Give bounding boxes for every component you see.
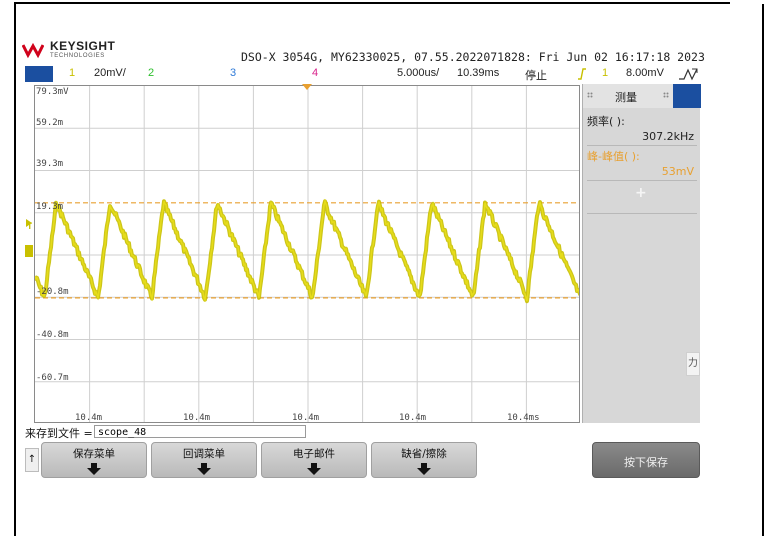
measurement-tab[interactable] — [673, 84, 701, 108]
arrow-down-icon — [197, 463, 211, 475]
freq-label: 频率( ): — [587, 115, 625, 128]
softkey-bar: ↑ 保存菜单 回调菜单 电子邮件 缺省/擦除 按下保存 — [25, 440, 701, 480]
arrow-down-icon — [87, 463, 101, 475]
arrow-down-icon — [417, 463, 431, 475]
keysight-wave-icon — [22, 42, 44, 58]
pp-label: 峰-峰值( ): — [587, 150, 640, 163]
waveform-graticule[interactable] — [34, 85, 580, 423]
ch1-scale[interactable]: 20mV/ — [94, 67, 126, 79]
x-tick-label: 10.4m — [75, 413, 103, 423]
keysight-logo: KEYSIGHT TECHNOLOGIES — [22, 40, 115, 59]
trigger-edge-icon[interactable] — [577, 68, 587, 80]
trigger-position-marker-icon[interactable] — [302, 84, 312, 90]
trigger-level[interactable]: 8.00mV — [626, 67, 664, 79]
trigger-level-marker-icon[interactable] — [26, 219, 32, 227]
save-filename-field[interactable]: scope_48 — [94, 425, 306, 438]
measurement-divider — [587, 213, 697, 214]
frame-edge — [762, 2, 764, 536]
brand-sub: TECHNOLOGIES — [50, 53, 105, 59]
frame-gap — [730, 2, 764, 4]
press-to-save-label: 按下保存 — [624, 456, 668, 469]
instrument-info: DSO-X 3054G, MY62330025, 07.55.202207182… — [241, 50, 705, 64]
acq-status: 停止 — [525, 70, 547, 82]
x-tick-label: 10.4m — [292, 413, 320, 423]
softkey-save-menu[interactable]: 保存菜单 — [41, 442, 147, 478]
y-tick-label: -60.7m — [36, 373, 69, 383]
press-to-save-button[interactable]: 按下保存 — [592, 442, 700, 478]
y-tick-label: -40.8m — [36, 330, 69, 340]
x-tick-label: 10.4m — [183, 413, 211, 423]
measurement-divider — [587, 180, 697, 181]
measurement-panel: 测量 频率( ): 307.2kHz 峰-峰值( ): 53mV + — [582, 84, 701, 423]
trigger-source[interactable]: 1 — [602, 67, 609, 79]
y-tick-label: -20.8m — [36, 287, 69, 297]
run-status-badge[interactable] — [25, 66, 53, 82]
ch4-number[interactable]: 4 — [312, 67, 319, 79]
softkey-label: 回调菜单 — [183, 448, 225, 460]
measurement-divider — [587, 145, 697, 146]
grip-icon[interactable] — [587, 92, 593, 98]
softkey-email[interactable]: 电子邮件 — [261, 442, 367, 478]
y-tick-label: 19.3m — [36, 202, 64, 212]
trigger-mode-icon[interactable] — [678, 67, 698, 81]
pp-value: 53mV — [661, 165, 694, 178]
arrow-down-icon — [307, 463, 321, 475]
measurement-header: 测量 — [583, 84, 701, 108]
ch1-number[interactable]: 1 — [69, 67, 76, 79]
screenshot-frame — [14, 2, 764, 536]
delay[interactable]: 10.39ms — [457, 67, 500, 79]
waveform-plot — [35, 86, 579, 422]
timebase[interactable]: 5.000us/ — [397, 67, 440, 79]
ch1-ground-marker[interactable] — [25, 245, 33, 257]
y-tick-label: 79.3mV — [36, 87, 69, 97]
ch3-number[interactable]: 3 — [230, 67, 237, 79]
measurement-title: 测量 — [615, 91, 637, 104]
x-tick-label: 10.4ms — [507, 413, 540, 423]
freq-value: 307.2kHz — [642, 130, 694, 143]
softkey-default-erase[interactable]: 缺省/擦除 — [371, 442, 477, 478]
ch1-waveform-core — [35, 198, 579, 302]
softkey-label: 保存菜单 — [73, 448, 115, 460]
save-path-label: 来存到文件 = — [25, 427, 93, 440]
panel-edge-tab[interactable]: 力 — [686, 352, 700, 376]
grip-icon[interactable] — [663, 92, 669, 98]
softkey-label: 缺省/擦除 — [401, 448, 447, 460]
softkey-recall-menu[interactable]: 回调菜单 — [151, 442, 257, 478]
softkey-label: 电子邮件 — [293, 448, 335, 460]
ch2-number[interactable]: 2 — [148, 67, 155, 79]
y-tick-label: 39.3m — [36, 159, 64, 169]
back-button[interactable]: ↑ — [25, 448, 39, 472]
x-tick-label: 10.4m — [399, 413, 427, 423]
trigger-marker-label: T — [27, 222, 33, 232]
y-tick-label: 59.2m — [36, 118, 64, 128]
add-measurement-button[interactable]: + — [635, 185, 647, 201]
channel-bar: 1 20mV/ 2 3 4 5.000us/ 10.39ms 停止 1 8.00… — [25, 66, 701, 82]
brand-name: KEYSIGHT — [50, 39, 116, 53]
